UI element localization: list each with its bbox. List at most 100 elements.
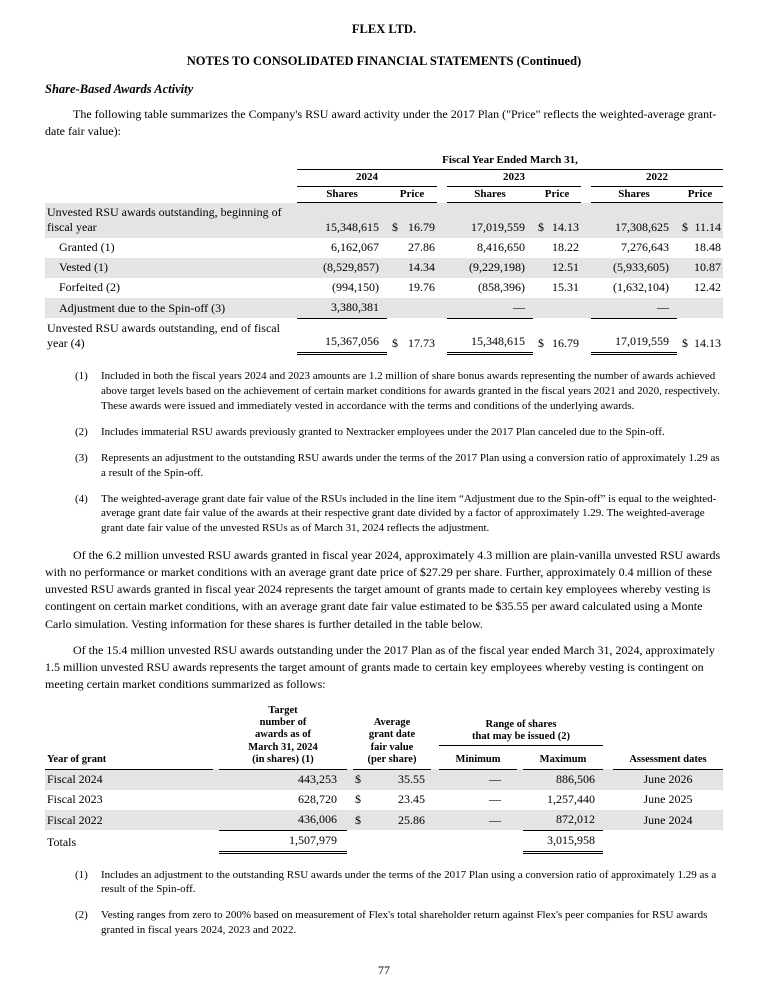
gap-cell <box>581 203 591 238</box>
table-row-ending-balance: Unvested RSU awards outstanding, end of … <box>45 317 723 355</box>
stub-cell <box>45 186 297 203</box>
cell-target-awards-total: 1,507,979 <box>219 829 347 854</box>
cell-shares-2023: (858,396) <box>478 280 525 295</box>
cell-shares-2023: 17,019,559 <box>471 220 525 235</box>
table-header-row: Minimum Maximum <box>45 745 723 770</box>
gap-cell <box>431 769 439 790</box>
cell-target-awards: 628,720 <box>298 792 337 807</box>
cell-empty <box>613 830 723 852</box>
gap-cell <box>603 830 613 852</box>
cell-maximum: 886,506 <box>556 772 595 787</box>
row-label: Totals <box>47 834 77 849</box>
gap-cell <box>437 298 447 319</box>
table-header-row: 2024 2023 2022 <box>45 169 724 187</box>
cell-price-2022: 18.48 <box>677 238 723 258</box>
cell-price-2023: 15.31 <box>533 278 581 298</box>
table-row-fiscal-2022: Fiscal 2022 436,006 $ 25.86 — 872,012 Ju… <box>45 809 723 831</box>
cell-price-2024: 14.34 <box>387 258 437 278</box>
gap-cell <box>581 238 591 258</box>
stub-cell <box>45 153 297 169</box>
price-value: 19.76 <box>408 280 435 295</box>
row-label: Granted (1) <box>59 240 115 255</box>
row-label: Vested (1) <box>59 260 108 275</box>
cell-shares-2024: (994,150) <box>332 280 379 295</box>
gap-cell <box>437 318 447 353</box>
table-row-fiscal-2024: Fiscal 2024 443,253 $ 35.55 — 886,506 Ju… <box>45 769 723 790</box>
gap-cell <box>581 169 591 186</box>
cell-price-2024: $17.73 <box>387 318 437 353</box>
footnote-marker: (2) <box>75 909 88 922</box>
cell-price-2024: 19.76 <box>387 278 437 298</box>
table-row-fiscal-2023: Fiscal 2023 628,720 $ 23.45 — 1,257,440 … <box>45 790 723 810</box>
footnote-text: Includes immaterial RSU awards previousl… <box>101 425 665 438</box>
paragraph-outstanding-detail: Of the 15.4 million unvested RSU awards … <box>45 642 715 691</box>
gap-cell <box>581 258 591 278</box>
cell-shares-2024: 15,367,056 <box>297 317 387 355</box>
cell-price-2023: 18.22 <box>533 238 581 258</box>
cell-empty <box>369 830 431 852</box>
column-spanner-range-of-shares: Range of shares that may be issued (2) <box>439 704 603 747</box>
price-value: 14.13 <box>694 335 722 350</box>
gap-cell <box>437 258 447 278</box>
cell-shares-2022: 17,308,625 <box>615 220 669 235</box>
cell-shares-2024: (8,529,857) <box>323 260 379 275</box>
cell-minimum: — <box>489 812 501 827</box>
price-value: 18.48 <box>694 240 722 255</box>
dollar-sign: $ <box>355 792 361 807</box>
price-value: 10.87 <box>694 260 722 275</box>
footnote: (3) Represents an adjustment to the outs… <box>75 451 723 481</box>
intro-paragraph: The following table summarizes the Compa… <box>45 107 717 139</box>
price-value: 14.13 <box>552 220 579 235</box>
cell-price-2023: 12.51 <box>533 258 581 278</box>
cell-shares-2023: (9,229,198) <box>469 260 525 275</box>
dollar-sign: $ <box>538 335 544 350</box>
gap-cell <box>581 318 591 353</box>
table-header-row: Year of grant Target number of awards as… <box>45 704 723 770</box>
row-label: Unvested RSU awards outstanding, beginni… <box>47 205 282 235</box>
cell-price-2022: $11.14 <box>677 203 723 238</box>
table-row-vested: Vested (1) (8,529,857) 14.34 (9,229,198)… <box>45 257 724 278</box>
cell-price-2022: $14.13 <box>677 318 723 353</box>
cell-price-2023 <box>533 298 581 319</box>
cell-price-2022: 10.87 <box>677 258 723 278</box>
price-value: 17.73 <box>408 335 435 350</box>
column-header-target-awards: Target number of awards as of March 31, … <box>219 704 347 770</box>
cell-minimum: — <box>489 772 501 787</box>
cell-shares-2024: 6,162,067 <box>331 240 379 255</box>
table-row-spinoff-adjustment: Adjustment due to the Spin-off (3) 3,380… <box>45 297 724 319</box>
cell-fair-value: 25.86 <box>398 812 425 827</box>
footnote-marker: (4) <box>75 492 88 505</box>
gap-cell <box>437 203 447 238</box>
cell-target-awards: 436,006 <box>298 812 337 827</box>
price-value: 12.42 <box>694 280 722 295</box>
column-header-2022: 2022 <box>591 169 724 187</box>
cell-maximum-total: 3,015,958 <box>523 829 603 854</box>
dollar-sign: $ <box>538 220 544 235</box>
cell-target-awards: 443,253 <box>298 772 337 787</box>
gap-cell <box>581 186 591 203</box>
dollar-sign: $ <box>355 812 361 827</box>
dollar-sign: $ <box>392 335 398 350</box>
cell-price-2023: $16.79 <box>533 318 581 353</box>
gap-cell <box>431 810 439 831</box>
row-label: Fiscal 2023 <box>47 792 103 807</box>
cell-shares-2023: — <box>447 297 533 319</box>
cell-shares-2022: (5,933,605) <box>613 260 669 275</box>
table-row-forfeited: Forfeited (2) (994,150) 19.76 (858,396) … <box>45 278 723 298</box>
cell-price-2024: $16.79 <box>387 203 437 238</box>
footnote: (2) Includes immaterial RSU awards previ… <box>75 425 723 440</box>
dollar-sign: $ <box>682 335 688 350</box>
price-value: 16.79 <box>408 220 435 235</box>
cell-empty <box>439 830 517 852</box>
column-header-fair-value: Average grant date fair value (per share… <box>353 704 431 770</box>
footnote: (4) The weighted-average grant date fair… <box>75 492 723 537</box>
column-header-2024: 2024 <box>297 169 437 187</box>
cell-shares-2023: 15,348,615 <box>447 317 533 355</box>
footnote-text: Includes an adjustment to the outstandin… <box>101 868 717 896</box>
gap-cell <box>431 705 439 769</box>
cell-price-2024 <box>387 298 437 319</box>
price-value: 16.79 <box>552 335 579 350</box>
section-heading: Share-Based Awards Activity <box>45 82 194 96</box>
column-header-maximum: Maximum <box>523 745 603 770</box>
